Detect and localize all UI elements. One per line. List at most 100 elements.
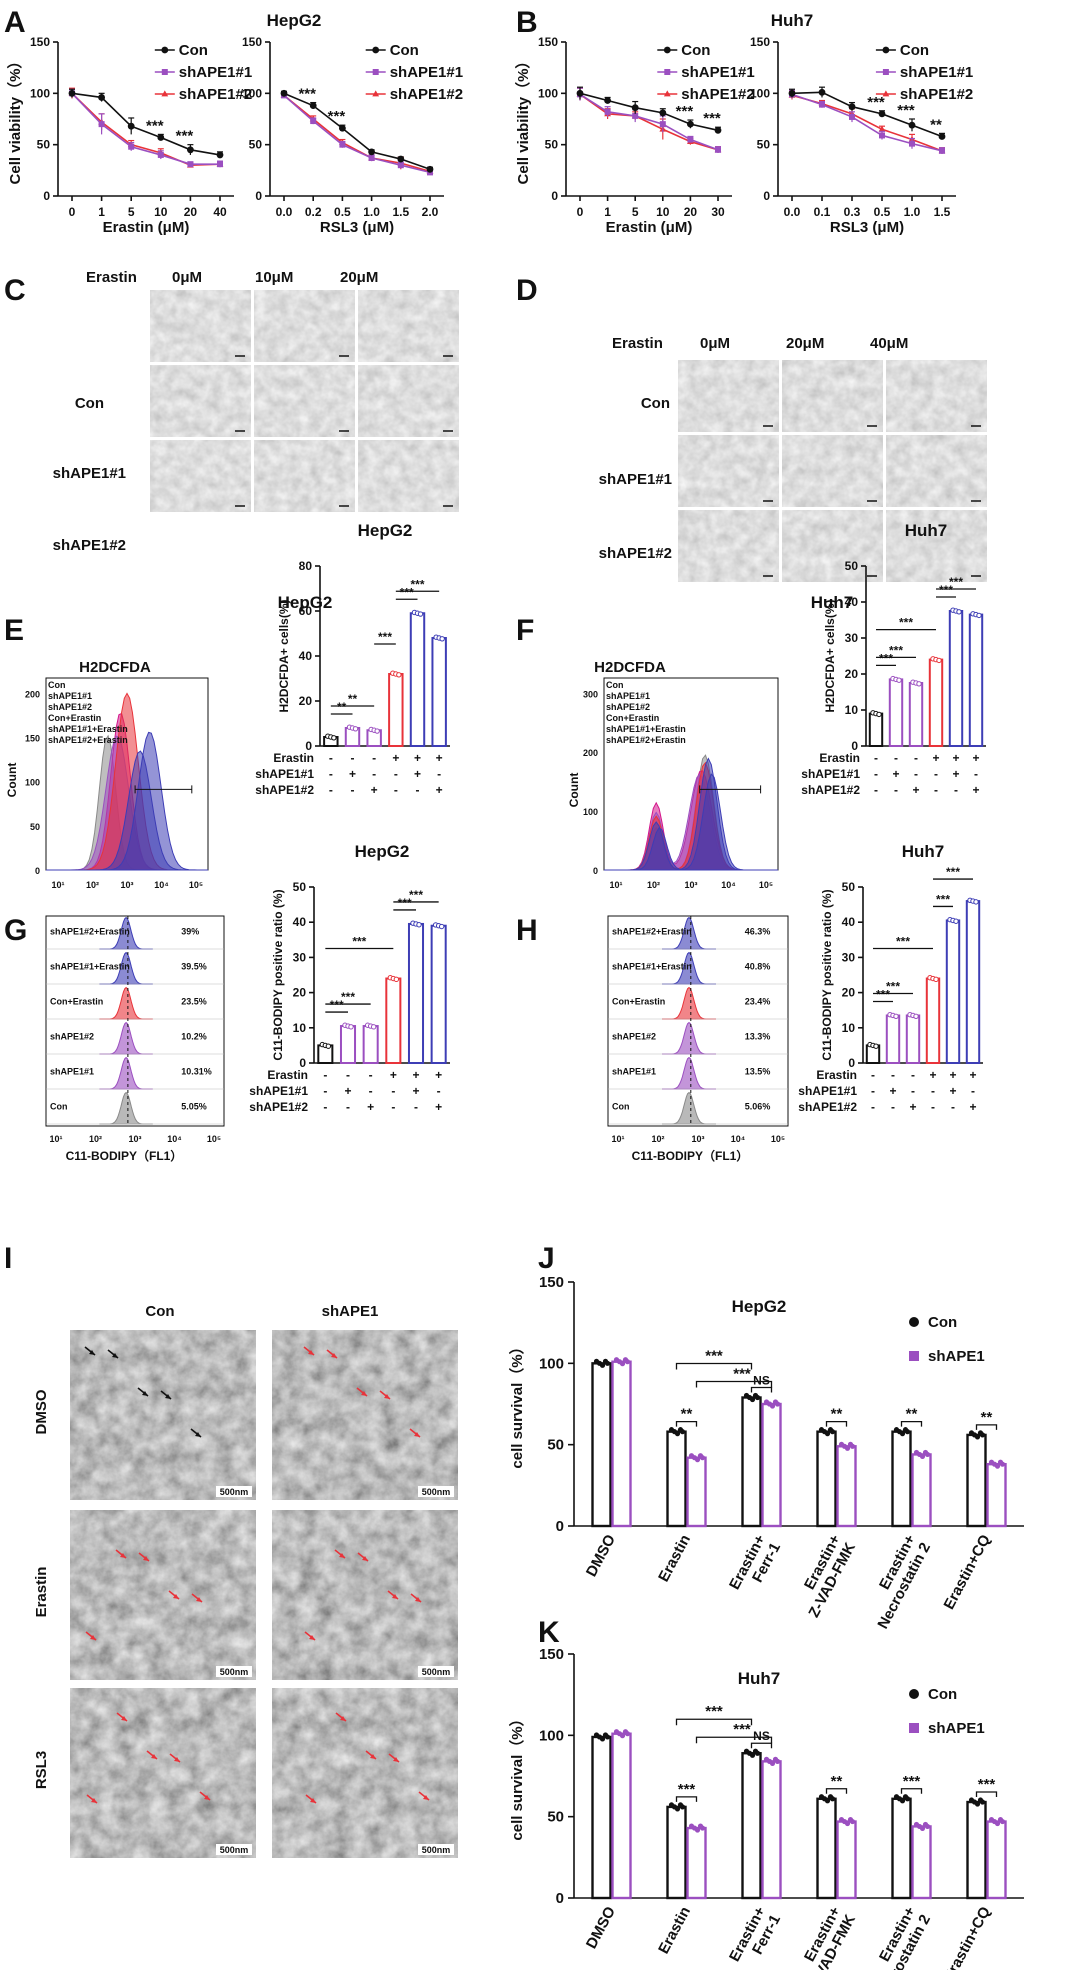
significance-bracket (825, 1788, 848, 1794)
legend-label: shAPE1#1 (900, 64, 973, 81)
condition-mark: - (416, 783, 420, 797)
legend-label: shAPE1#2+Erastin (606, 735, 686, 745)
data-point (848, 103, 856, 111)
replicate-point (619, 1361, 626, 1367)
condition-mark: + (412, 1068, 419, 1082)
condition-label: Erastin (267, 1068, 308, 1082)
replicate-point (439, 636, 445, 642)
x-tick-label: 10¹ (609, 880, 622, 890)
bar (986, 1820, 1007, 1900)
condition-mark: - (971, 1084, 975, 1098)
significance-label: *** (899, 616, 913, 630)
significance-label: *** (936, 892, 950, 906)
condition-mark: + (390, 1068, 397, 1082)
tem-image (70, 1688, 256, 1858)
y-tick-label: 0 (556, 1890, 564, 1907)
condition-mark: + (932, 751, 939, 765)
chart-title: Huh7 (771, 11, 814, 30)
replicate-point (824, 1431, 831, 1437)
category-label: Erastin+CQ (940, 1904, 994, 1970)
data-point (788, 89, 796, 97)
bar (948, 610, 964, 747)
ridge-trace (99, 1056, 153, 1090)
significance-bracket (695, 1380, 773, 1388)
legend-label: shAPE1#2 (390, 86, 463, 103)
bar (891, 1797, 912, 1900)
condition-mark: + (392, 751, 399, 765)
significance-label: *** (352, 935, 366, 949)
condition-mark: + (952, 751, 959, 765)
condition-mark: - (346, 1068, 350, 1082)
histogram-trace (604, 773, 778, 871)
legend-label: shAPE1#1 (179, 64, 252, 81)
scale-box (418, 1666, 454, 1677)
panel-label-F: F (516, 614, 534, 647)
ridge-trace (99, 1021, 153, 1055)
y-tick-label: 200 (583, 748, 598, 758)
track-percent: 23.5% (181, 996, 207, 1006)
legend-label: shAPE1#2+Erastin (48, 735, 128, 745)
significance-bracket (675, 1796, 698, 1802)
data-point (849, 113, 855, 120)
condition-mark: - (934, 767, 938, 781)
y-tick-label: 100 (25, 778, 40, 788)
y-tick-label: 10 (293, 1021, 307, 1035)
condition-mark: - (372, 767, 376, 781)
category-label: Erastin (655, 1904, 694, 1957)
condition-mark: + (367, 1100, 374, 1114)
significance-bracket (825, 1421, 848, 1427)
replicate-point (374, 728, 380, 734)
arrow-head (415, 1597, 421, 1602)
significance-label: *** (703, 110, 721, 127)
legend-marker (882, 69, 889, 75)
arrow-head (370, 1754, 376, 1759)
x-tick-label: 1.0 (363, 205, 380, 219)
micrograph-image (782, 510, 883, 582)
replicate-point (936, 657, 942, 664)
y-tick-label: 50 (30, 822, 40, 832)
row-label: shAPE1#2 (53, 537, 126, 554)
replicate-point (876, 711, 882, 718)
legend-marker (663, 46, 671, 54)
bar (928, 658, 944, 747)
y-axis-label: H2DCFDA+ cells(%) (823, 599, 837, 712)
replicate-point (904, 1429, 911, 1435)
condition-mark: - (954, 783, 958, 797)
arrow-head (173, 1594, 179, 1599)
condition-mark: - (351, 751, 355, 765)
track-percent: 10.2% (181, 1031, 207, 1041)
condition-label: shAPE1#1 (255, 767, 314, 781)
replicate-point (674, 1806, 681, 1812)
track-label: Con+Erastin (612, 996, 665, 1006)
chart-title: HepG2 (355, 842, 410, 861)
micrograph-image (150, 365, 251, 437)
condition-mark: - (391, 1084, 395, 1098)
arrow-head (120, 1553, 126, 1558)
replicate-point (674, 1431, 681, 1437)
arrow-head (142, 1391, 148, 1396)
grouped-bar-chart-K: 0 50 100 150 cell survival（%） Huh7 Con shAPE1 DM… (508, 1646, 1024, 1970)
legend-label: Con (928, 1686, 957, 1703)
y-tick-label: 0 (255, 189, 262, 203)
condition-mark: + (929, 1068, 936, 1082)
track-percent: 39% (181, 926, 199, 936)
data-point (216, 151, 224, 159)
condition-mark: - (351, 783, 355, 797)
condition-mark: - (911, 1084, 915, 1098)
y-tick-label: 150 (750, 35, 770, 49)
ridge-trace (99, 1091, 153, 1125)
condition-label: shAPE1#2 (249, 1100, 308, 1114)
gate-marker (134, 785, 193, 794)
replicate-point (438, 923, 445, 930)
significance-label: *** (410, 577, 424, 591)
data-point (157, 134, 165, 141)
x-tick-label: 0.3 (844, 205, 861, 219)
replicate-point (994, 1820, 1001, 1827)
tem-image (70, 1510, 256, 1680)
condition-mark: - (437, 1084, 441, 1098)
replicate-point (754, 1394, 761, 1401)
data-point (98, 121, 105, 128)
legend-label: shAPE1#2 (48, 702, 92, 712)
tem-image (272, 1688, 458, 1858)
legend-label: Con (900, 42, 929, 59)
